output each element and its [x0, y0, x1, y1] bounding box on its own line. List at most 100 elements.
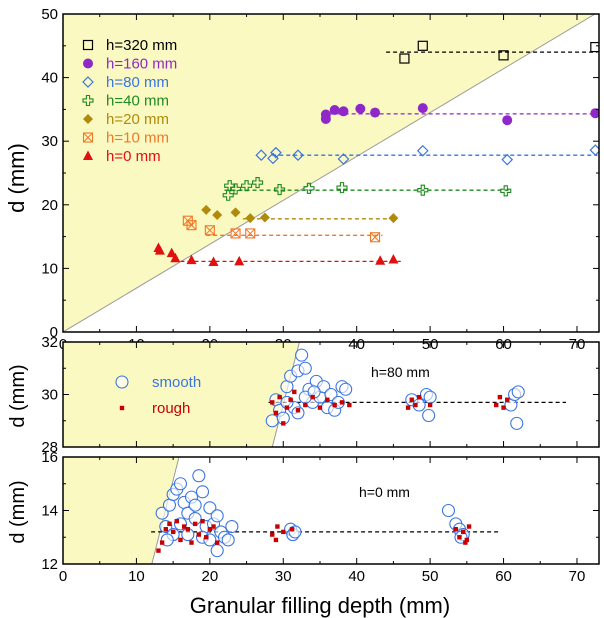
legend-label: rough	[152, 400, 190, 417]
data-point	[281, 421, 286, 426]
data-point	[347, 402, 352, 408]
data-point	[166, 247, 177, 258]
x-tick-label: 70	[569, 568, 586, 585]
data-point	[273, 537, 279, 543]
y-tick-label: 28	[41, 439, 58, 456]
data-point	[259, 212, 270, 223]
data-point	[505, 397, 510, 402]
data-point	[196, 532, 202, 537]
y-tick-label: 20	[41, 197, 58, 214]
y-axis-title-h80: d (mm)	[7, 364, 29, 427]
series-smooth	[265, 348, 525, 430]
data-point	[295, 408, 301, 413]
y-tick-label: 50	[41, 6, 58, 23]
legend-marker	[83, 150, 93, 160]
data-point	[229, 183, 242, 195]
x-tick-label: 0	[59, 568, 67, 585]
data-point	[370, 107, 381, 118]
data-point	[170, 252, 181, 263]
series-smooth	[155, 469, 470, 558]
series-h-320-mm	[399, 40, 599, 64]
data-point	[457, 535, 462, 540]
data-point	[225, 519, 239, 534]
data-point	[178, 537, 183, 543]
data-point	[417, 40, 428, 51]
data-point	[186, 220, 197, 231]
data-point	[201, 204, 212, 215]
data-point	[270, 532, 275, 537]
legend-label: smooth	[152, 374, 201, 391]
data-point	[511, 385, 525, 399]
data-point	[163, 527, 168, 532]
data-point	[155, 506, 169, 520]
data-point	[375, 255, 386, 265]
legend: smooth rough	[115, 374, 201, 417]
data-point	[186, 254, 197, 265]
data-point	[501, 405, 506, 410]
data-point	[466, 524, 472, 529]
data-point	[325, 397, 330, 402]
data-point	[339, 382, 353, 396]
data-point	[317, 405, 323, 410]
data-point	[189, 540, 194, 545]
y-tick-label: 30	[41, 387, 58, 404]
x-tick-label: 60	[495, 568, 512, 585]
data-point	[388, 213, 399, 224]
data-point	[284, 405, 290, 410]
legend-marker	[82, 76, 94, 88]
data-point	[303, 402, 308, 408]
data-point	[245, 213, 256, 224]
series-rough	[270, 389, 510, 426]
data-point	[355, 103, 366, 114]
legend-label: h=80 mm	[106, 74, 169, 91]
data-point	[332, 402, 337, 408]
y-tick-label: 16	[41, 449, 58, 466]
data-point	[303, 182, 315, 194]
data-point	[195, 485, 210, 499]
legend-marker	[82, 94, 94, 107]
data-point	[494, 402, 499, 408]
plot-area	[63, 457, 500, 564]
h80-panel: 28 30 32 smooth rough	[41, 334, 600, 456]
legend-label: h=10 mm	[106, 130, 169, 147]
data-point	[497, 394, 503, 400]
data-point	[453, 527, 459, 532]
annotation-h80: h=80 mm	[371, 364, 430, 380]
data-point	[273, 410, 279, 416]
y-axis-title-h0: d (mm)	[7, 480, 29, 543]
data-point	[173, 477, 188, 491]
legend-label: h=20 mm	[106, 111, 169, 128]
legend-label: h=320 mm	[106, 37, 177, 54]
data-point	[501, 153, 514, 166]
main-panel: 01020304050607001020304050h=320 mmh=160 …	[41, 6, 600, 353]
data-point	[159, 540, 165, 545]
series-h-40-mm	[222, 176, 512, 201]
data-point	[417, 184, 429, 196]
data-point	[156, 548, 161, 553]
data-point	[370, 232, 381, 243]
data-point	[464, 537, 470, 543]
data-point	[214, 540, 220, 545]
data-point	[192, 521, 198, 527]
data-point	[230, 207, 241, 218]
data-point	[295, 348, 309, 362]
data-point	[275, 524, 280, 529]
legend-label: h=40 mm	[106, 93, 169, 110]
data-point	[460, 529, 466, 535]
legend-marker	[115, 375, 129, 389]
data-point	[413, 402, 418, 408]
data-point	[510, 416, 524, 430]
data-point	[270, 400, 275, 405]
data-point	[338, 106, 349, 117]
y-tick-label: 0	[50, 324, 58, 341]
data-point	[210, 544, 224, 558]
data-point	[277, 394, 282, 400]
x-tick-label: 50	[422, 568, 439, 585]
data-point	[181, 524, 187, 529]
y-axis-title-main: d (mm)	[4, 143, 29, 213]
x-tick-label: 10	[128, 568, 145, 585]
data-point	[185, 527, 191, 532]
data-point	[208, 256, 219, 267]
x-tick-label: 40	[348, 568, 365, 585]
